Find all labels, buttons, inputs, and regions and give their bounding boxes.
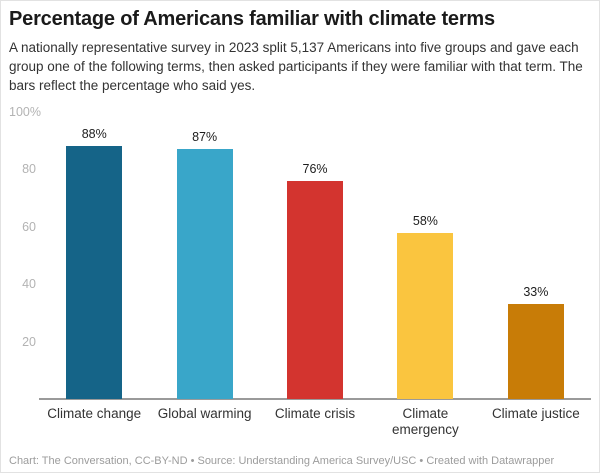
bar-value-label: 58% xyxy=(412,214,438,228)
bar-chart: 100% 80 60 40 20 88% Climate change 87% Global … xyxy=(9,105,591,452)
y-tick-label: 40 xyxy=(22,277,36,292)
y-tick-label: 20 xyxy=(22,334,36,349)
bar-value-label: 76% xyxy=(302,162,328,176)
category-label: Climate justice xyxy=(491,406,580,421)
bar xyxy=(507,304,564,399)
bar-value-label: 88% xyxy=(81,127,107,141)
y-tick-label: 80 xyxy=(22,162,36,177)
bar-group: 33% Climate justice xyxy=(481,112,591,421)
x-axis-baseline xyxy=(39,398,591,400)
chart-description: A nationally representative survey in 20… xyxy=(9,40,583,93)
bar-value-label: 33% xyxy=(523,285,549,299)
bar-group: 88% Climate change xyxy=(39,112,149,421)
bar-group: 87% Global warming xyxy=(149,112,259,421)
chart-title: Percentage of Americans familiar with cl… xyxy=(9,8,495,30)
bar xyxy=(176,149,233,399)
chart-credit: Chart: The Conversation, CC-BY-ND • Sour… xyxy=(9,455,555,467)
y-tick-label: 60 xyxy=(22,219,36,234)
bar xyxy=(397,233,454,399)
bar xyxy=(66,146,123,399)
bar-value-label: 87% xyxy=(192,130,218,144)
category-label: Climate emergency xyxy=(392,406,459,437)
bar-group: 58% Climate emergency xyxy=(370,112,480,437)
plot-area: 88% Climate change 87% Global warming 76% Cli… xyxy=(39,112,591,437)
category-label: Climate change xyxy=(47,406,142,421)
y-axis: 100% 80 60 40 20 xyxy=(9,105,41,399)
y-tick-label: 100% xyxy=(9,105,41,119)
category-label: Global warming xyxy=(157,406,252,421)
bar xyxy=(287,181,344,399)
category-label: Climate crisis xyxy=(274,406,356,421)
bar-group: 76% Climate crisis xyxy=(260,112,370,421)
